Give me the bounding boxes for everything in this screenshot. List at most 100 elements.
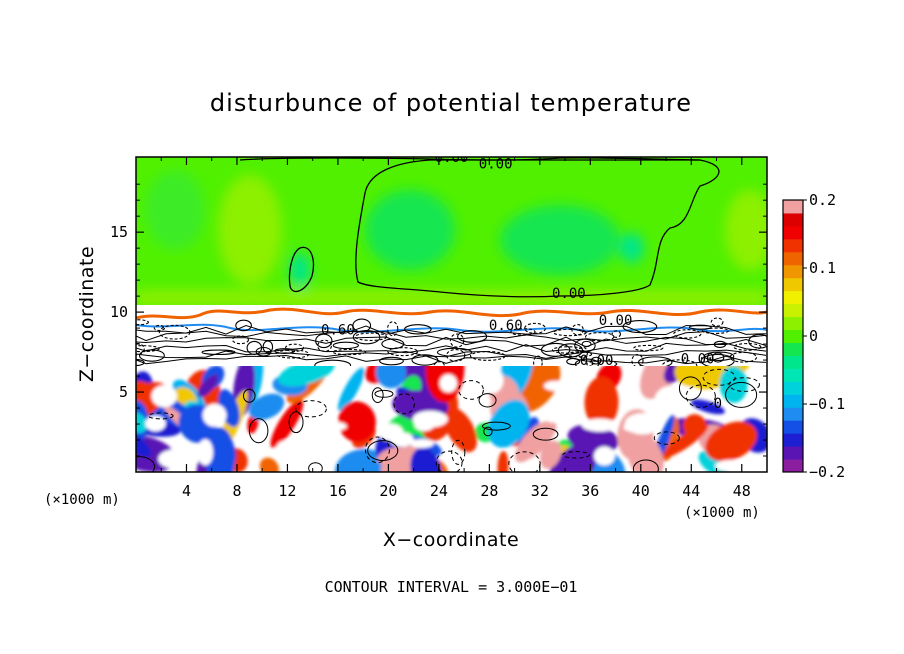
upper-contour (355, 159, 720, 298)
lower-color-blob (136, 381, 154, 400)
middle-contour-loop (585, 332, 615, 342)
colorbar (782, 199, 804, 473)
lower-contour-loop (295, 400, 327, 418)
colorbar-swatch (783, 394, 803, 408)
middle-contour-loop (317, 339, 332, 352)
lower-color-blob (640, 366, 683, 399)
y-tick-label: 10 (110, 303, 128, 321)
lower-contour-loop (478, 393, 497, 408)
middle-contour-loop (611, 330, 621, 338)
lower-white-blob (593, 446, 615, 466)
x-tick-label: 8 (232, 482, 241, 500)
colorbar-tick-label: −0.2 (809, 463, 845, 481)
chart-title: disturbunce of potential temperature (210, 89, 692, 117)
lower-white-blob (378, 423, 404, 441)
contour-labels: 0.00 0.00 0.00 0.60 0.60 0.00 0.00 0.00 0 (321, 150, 722, 412)
lower-color-blob (627, 432, 664, 472)
lower-color-blob (690, 399, 725, 415)
lower-color-blob (497, 450, 509, 472)
lower-color-blob (410, 447, 442, 472)
lower-color-blob (488, 399, 530, 448)
middle-contour-loop (701, 327, 730, 335)
lower-contour-loop (725, 381, 758, 408)
lower-color-blob (719, 366, 748, 403)
lower-color-blob (338, 401, 376, 443)
lower-contour-loop (685, 384, 716, 408)
contour-label: 0.00 (599, 313, 633, 329)
middle-contour-loop (136, 319, 149, 326)
middle-contour-loop (673, 329, 702, 339)
colorbar-tick-label: −0.1 (809, 395, 845, 413)
lower-white-blob (412, 410, 448, 428)
lower-color-blob (375, 366, 407, 389)
middle-contour-loop (231, 335, 249, 345)
middle-contour-line (136, 342, 767, 354)
middle-contour-loop (510, 328, 536, 336)
lower-white-blob (197, 439, 214, 466)
lower-white-blob (275, 440, 294, 461)
middle-contour-loop (688, 324, 712, 330)
lower-white-blob (145, 415, 166, 432)
y-axis-label: Z−coordinate (76, 246, 98, 382)
middle-contour-loop (387, 347, 419, 357)
lower-color-blob (259, 457, 279, 472)
x-tick-label: 12 (278, 482, 296, 500)
colorbar-swatch (783, 251, 803, 266)
colorbar-tick-label: 0.2 (809, 191, 836, 209)
contour-interval-text: CONTOUR INTERVAL = 3.000E−01 (325, 578, 578, 596)
middle-contour-line (136, 324, 767, 336)
lower-contour-loop (702, 368, 736, 386)
top-contour (239, 157, 701, 161)
colorbar-swatch (783, 290, 803, 305)
lower-color-blob (539, 440, 562, 469)
middle-contour-loop (524, 322, 546, 334)
middle-contour-loop (332, 341, 359, 350)
lower-contour-loop (435, 450, 463, 472)
middle-contour-loop (136, 342, 145, 356)
colorbar-swatch (783, 316, 803, 331)
lower-color-blob (443, 407, 478, 453)
contour-label: 0.60 (321, 323, 355, 339)
lower-white-blob (658, 385, 694, 402)
contour-label: 0.00 (580, 353, 614, 369)
lower-color-blob (584, 376, 619, 429)
lower-contour-loop (562, 451, 591, 459)
middle-contour-loop (533, 355, 543, 370)
lower-contour-loop (393, 393, 415, 415)
lower-contour-loop (364, 436, 390, 464)
contour-label: 0.00 (435, 150, 469, 166)
colorbar-swatch (783, 459, 803, 473)
middle-contour-loop (235, 319, 252, 332)
x-tick-label: 20 (379, 482, 397, 500)
lower-white-blob (481, 367, 504, 394)
middle-contour-loop (449, 333, 465, 348)
lower-white-blob (323, 422, 347, 431)
x-tick-label: 28 (480, 482, 498, 500)
lower-color-blob (205, 427, 235, 472)
lower-contour-loop (308, 462, 323, 472)
lower-white-blob (409, 438, 434, 448)
lower-contour-loop (483, 426, 493, 437)
lower-white-blob (623, 422, 657, 433)
colorbar-swatch (783, 329, 803, 343)
lower-contour-loop (148, 412, 174, 420)
middle-contour-loop (748, 333, 767, 349)
y-tick-label: 15 (110, 223, 128, 241)
middle-contour-line (136, 336, 767, 348)
lower-contour-loop (288, 411, 304, 434)
lower-contour-loop (532, 427, 559, 441)
x-axis-ticks: 4 8 12 16 20 24 28 32 36 40 44 48 (160, 157, 751, 500)
middle-contour-loop (631, 353, 644, 368)
colorbar-swatch (783, 420, 803, 434)
lower-color-blob (337, 367, 365, 412)
lower-layer (136, 366, 767, 472)
colorbar-swatch (783, 212, 803, 227)
colorbar-ticks: 0.2 0.1 0 −0.1 −0.2 (803, 191, 845, 481)
lower-white-blob (581, 418, 618, 432)
plot-frame (135, 156, 768, 473)
lower-color-blob (391, 366, 435, 397)
middle-contour-loop (733, 342, 762, 351)
colorbar-swatch (783, 433, 803, 447)
middle-contour-loop (136, 345, 160, 353)
lower-contour-loop (451, 439, 466, 465)
